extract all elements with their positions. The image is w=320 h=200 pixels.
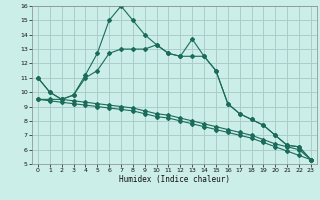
X-axis label: Humidex (Indice chaleur): Humidex (Indice chaleur) [119,175,230,184]
